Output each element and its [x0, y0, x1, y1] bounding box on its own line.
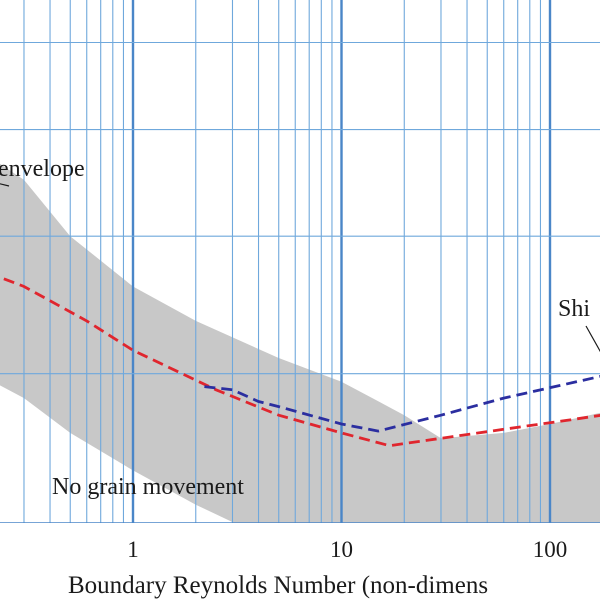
envelope-annotation: envelope: [0, 156, 85, 182]
series-layer: [0, 275, 600, 448]
x-tick-labels: 1 10 100: [127, 537, 567, 562]
shields-annotation: Shi: [558, 296, 590, 322]
series-red-dashed: [0, 275, 600, 448]
x-tick-label: 1: [127, 537, 139, 562]
x-axis-title: Boundary Reynolds Number (non-dimens: [68, 572, 488, 599]
x-tick-label: 10: [330, 537, 353, 562]
envelope-layer: [0, 163, 600, 523]
shields-leader-line: [585, 325, 600, 353]
envelope-band: [0, 163, 600, 523]
series-blue-dashed: [204, 375, 600, 433]
x-tick-label: 100: [533, 537, 568, 562]
grid-layer: [0, 0, 600, 523]
no-movement-annotation: No grain movement: [52, 474, 244, 500]
